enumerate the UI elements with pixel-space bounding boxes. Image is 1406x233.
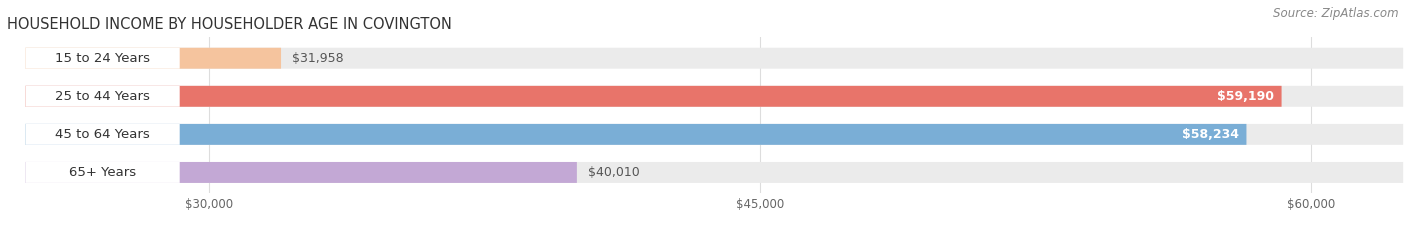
FancyBboxPatch shape bbox=[25, 86, 1403, 107]
Text: Source: ZipAtlas.com: Source: ZipAtlas.com bbox=[1274, 7, 1399, 20]
FancyBboxPatch shape bbox=[25, 48, 281, 69]
Text: $58,234: $58,234 bbox=[1182, 128, 1239, 141]
Text: 65+ Years: 65+ Years bbox=[69, 166, 136, 179]
FancyBboxPatch shape bbox=[25, 48, 1403, 69]
FancyBboxPatch shape bbox=[25, 124, 1403, 145]
Text: $59,190: $59,190 bbox=[1218, 90, 1274, 103]
Text: 15 to 24 Years: 15 to 24 Years bbox=[55, 52, 150, 65]
FancyBboxPatch shape bbox=[25, 124, 1247, 145]
FancyBboxPatch shape bbox=[25, 48, 180, 69]
FancyBboxPatch shape bbox=[25, 162, 1403, 183]
FancyBboxPatch shape bbox=[25, 86, 1282, 107]
Text: $31,958: $31,958 bbox=[292, 52, 343, 65]
Text: $40,010: $40,010 bbox=[588, 166, 640, 179]
FancyBboxPatch shape bbox=[25, 86, 180, 107]
FancyBboxPatch shape bbox=[25, 124, 180, 145]
Text: 45 to 64 Years: 45 to 64 Years bbox=[55, 128, 150, 141]
Text: 25 to 44 Years: 25 to 44 Years bbox=[55, 90, 150, 103]
Text: HOUSEHOLD INCOME BY HOUSEHOLDER AGE IN COVINGTON: HOUSEHOLD INCOME BY HOUSEHOLDER AGE IN C… bbox=[7, 17, 451, 32]
FancyBboxPatch shape bbox=[25, 162, 576, 183]
FancyBboxPatch shape bbox=[25, 162, 180, 183]
